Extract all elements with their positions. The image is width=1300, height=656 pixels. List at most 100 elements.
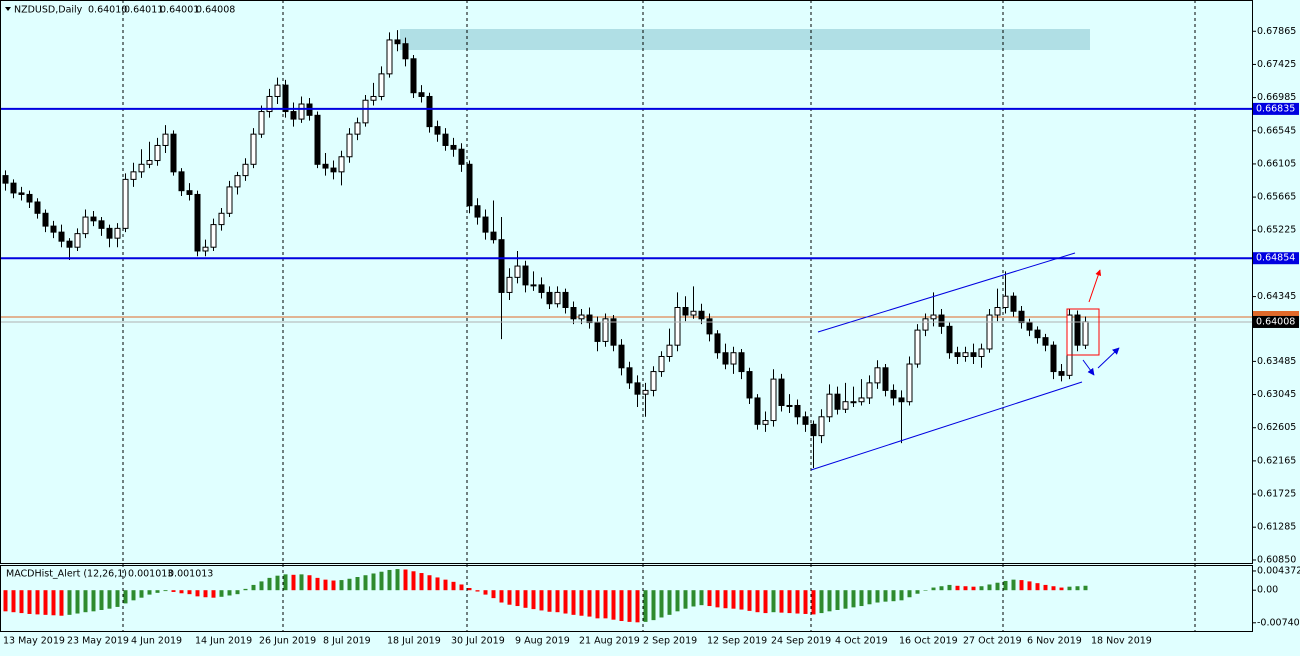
- x-tick-label: 6 Nov 2019: [1027, 636, 1082, 647]
- histogram-bar: [843, 590, 848, 609]
- y-tick-label: 0.66545: [1257, 125, 1296, 136]
- histogram-bar: [123, 590, 128, 604]
- histogram-bar: [667, 590, 672, 615]
- candle-body: [922, 318, 929, 331]
- x-tick-label: 13 May 2019: [3, 636, 65, 647]
- x-tick-label: 9 Aug 2019: [515, 636, 570, 647]
- histogram-bar: [771, 590, 776, 613]
- candle-body: [538, 284, 545, 293]
- histogram-bar: [915, 590, 920, 594]
- histogram-bar: [1083, 585, 1088, 591]
- histogram-bar: [139, 590, 144, 598]
- level-label: 0.64854: [1256, 253, 1295, 264]
- y-tick-label: 0.60850: [1257, 554, 1296, 565]
- candle-body: [546, 291, 553, 305]
- histogram-bar: [27, 590, 32, 614]
- candle-body: [730, 352, 737, 365]
- histogram-bar: [579, 590, 584, 616]
- candle-body: [1050, 344, 1057, 373]
- candle-body: [314, 114, 321, 165]
- histogram-bar: [987, 584, 992, 591]
- x-tick-label: 30 Jul 2019: [451, 636, 505, 647]
- x-tick-label: 2 Sep 2019: [643, 636, 697, 647]
- candle-body: [346, 133, 353, 158]
- histogram-bar: [499, 590, 504, 603]
- candle-body: [154, 144, 161, 162]
- histogram-bar: [379, 571, 384, 591]
- candle-body: [562, 291, 569, 309]
- histogram-bar: [971, 586, 976, 591]
- candle-body: [754, 397, 761, 425]
- candle-body: [706, 318, 713, 335]
- candle-body: [82, 216, 89, 235]
- x-tick-label: 16 Oct 2019: [899, 636, 958, 647]
- histogram-bar: [979, 586, 984, 591]
- candle-body: [1082, 321, 1089, 346]
- candle-body: [66, 240, 73, 248]
- candle-body: [1074, 314, 1081, 346]
- histogram-bar: [3, 590, 8, 612]
- candle-body: [266, 95, 273, 113]
- histogram-bar: [35, 590, 40, 615]
- candle-body: [186, 190, 193, 195]
- candle-body: [674, 307, 681, 346]
- candle-body: [850, 401, 857, 404]
- histogram-bar: [219, 590, 224, 597]
- histogram-bar: [939, 586, 944, 591]
- histogram-bar: [75, 590, 80, 614]
- histogram-bar: [291, 574, 296, 591]
- histogram-bar: [811, 590, 816, 615]
- candle-body: [530, 284, 537, 287]
- candle-body: [906, 363, 913, 403]
- y-tick-label: 0.61285: [1257, 522, 1296, 533]
- x-tick-label: 26 Jun 2019: [259, 636, 316, 647]
- histogram-bar: [955, 585, 960, 591]
- y-tick-label: 0.66985: [1257, 92, 1296, 103]
- y-tick-label: 0.65225: [1257, 225, 1296, 236]
- candle-body: [514, 265, 521, 278]
- histogram-bar: [59, 590, 64, 616]
- symbol-title: NZDUSD,Daily: [14, 5, 83, 16]
- candle-body: [858, 397, 865, 403]
- candle-body: [786, 404, 793, 407]
- y-tick-label: 0.67865: [1257, 26, 1296, 37]
- histogram-bar: [547, 590, 552, 612]
- histogram-bar: [307, 575, 312, 591]
- histogram-bar: [827, 590, 832, 612]
- candle-body: [354, 122, 361, 135]
- candle-body: [482, 216, 489, 233]
- histogram-bar: [107, 590, 112, 609]
- y-tick-label: 0.00: [1257, 585, 1278, 596]
- histogram-bar: [1043, 584, 1048, 591]
- histogram-bar: [347, 578, 352, 591]
- candle-body: [842, 401, 849, 410]
- x-tick-label: 24 Sep 2019: [771, 636, 831, 647]
- candle-body: [274, 84, 281, 97]
- y-tick-label: 0.61725: [1257, 489, 1296, 500]
- histogram-bar: [339, 580, 344, 591]
- candle-body: [338, 156, 345, 173]
- candle-body: [194, 193, 201, 252]
- candle-body: [778, 378, 785, 406]
- candle-body: [594, 322, 601, 342]
- candle-body: [914, 329, 921, 365]
- candle-body: [394, 39, 401, 45]
- histogram-bar: [179, 590, 184, 594]
- histogram-bar: [675, 590, 680, 612]
- histogram-bar: [299, 574, 304, 591]
- candle-body: [994, 307, 1001, 316]
- histogram-bar: [475, 590, 480, 592]
- histogram-bar: [147, 590, 152, 595]
- histogram-bar: [803, 590, 808, 614]
- histogram-bar: [659, 590, 664, 618]
- histogram-bar: [779, 590, 784, 613]
- candle-body: [250, 133, 257, 165]
- y-tick-label: 0.62605: [1257, 422, 1296, 433]
- candle-body: [890, 389, 897, 399]
- menu-triangle: [5, 7, 11, 11]
- candle-body: [986, 314, 993, 350]
- histogram-bar: [699, 590, 704, 606]
- candle-body: [106, 227, 113, 239]
